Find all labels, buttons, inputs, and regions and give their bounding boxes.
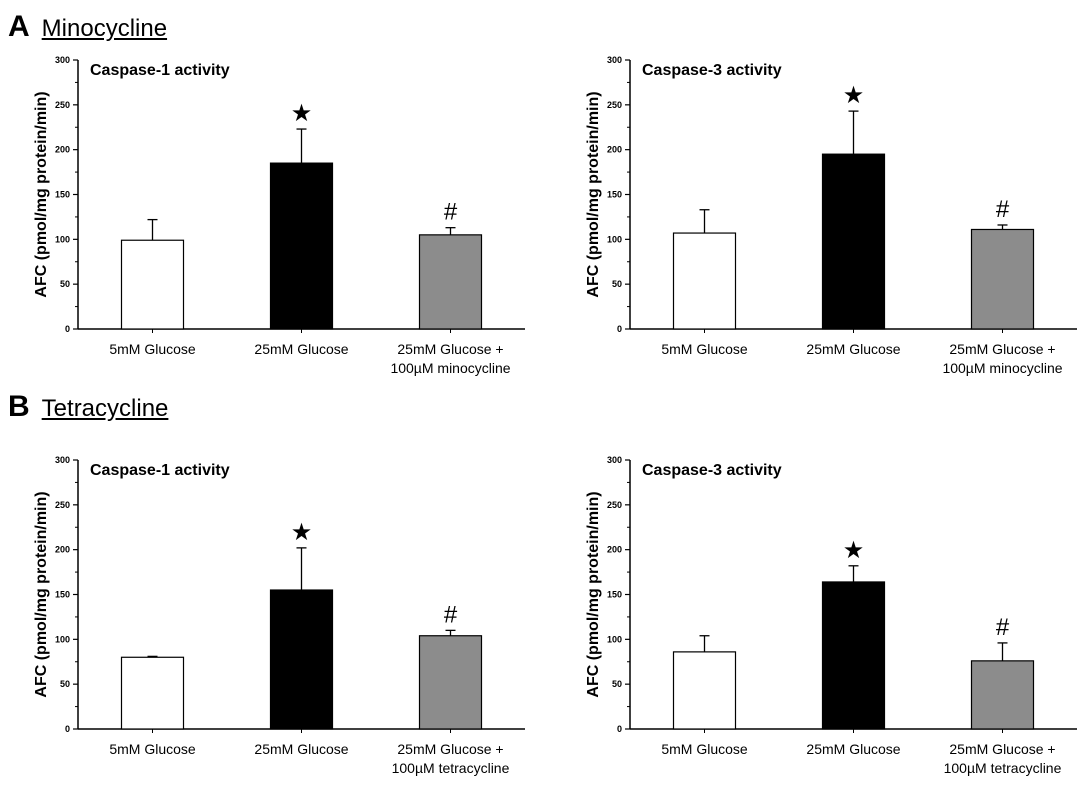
y-tick-label: 250 xyxy=(607,100,622,110)
bar xyxy=(120,656,185,730)
x-category-label: 25mM Glucose xyxy=(254,741,348,757)
chart-title: Caspase-3 activity xyxy=(642,62,782,79)
y-tick-label: 250 xyxy=(607,500,622,510)
y-tick-label: 300 xyxy=(55,455,70,465)
y-tick-label: 100 xyxy=(55,234,70,244)
y-tick-label: 0 xyxy=(65,324,70,334)
y-tick-label: 100 xyxy=(607,634,622,644)
section-a-heading: A Minocycline xyxy=(8,10,167,44)
y-tick-label: 300 xyxy=(55,55,70,65)
y-tick-label: 150 xyxy=(607,190,622,200)
x-category-label: 100µM minocycline xyxy=(942,360,1062,376)
chart-svg: 0 50 100 150 200 250 300 AFC (pmol/mg protein/m… xyxy=(585,55,1077,376)
chart-title: Caspase-1 activity xyxy=(90,462,230,479)
y-tick-label: 0 xyxy=(617,724,622,734)
y-axis-label: AFC (pmol/mg protein/min) xyxy=(33,491,50,697)
hash-annotation: # xyxy=(996,614,1010,641)
chart-panel-tetracycline-caspase3: 0 50 100 150 200 250 300 AFC (pmol/mg protein/m… xyxy=(552,446,1082,786)
x-category-label: 25mM Glucose + xyxy=(949,741,1055,757)
bar xyxy=(418,635,483,730)
y-tick-label: 100 xyxy=(607,234,622,244)
y-tick-label: 50 xyxy=(60,279,70,289)
x-category-label: 25mM Glucose + xyxy=(397,741,503,757)
y-tick-label: 300 xyxy=(607,55,622,65)
y-tick-label: 200 xyxy=(607,145,622,155)
x-category-label: 100µM tetracycline xyxy=(944,760,1062,776)
star-annotation: ★ xyxy=(843,82,865,109)
star-annotation: ★ xyxy=(843,537,865,564)
y-tick-label: 250 xyxy=(55,500,70,510)
y-tick-label: 150 xyxy=(607,590,622,600)
bar xyxy=(821,581,886,730)
chart-svg: 0 50 100 150 200 250 300 AFC (pmol/mg protein/m… xyxy=(585,455,1077,776)
x-category-label: 5mM Glucose xyxy=(109,741,196,757)
y-tick-label: 200 xyxy=(55,545,70,555)
y-tick-label: 50 xyxy=(612,679,622,689)
bar xyxy=(970,660,1035,730)
y-tick-label: 100 xyxy=(55,634,70,644)
chart-panel-tetracycline-caspase1: 0 50 100 150 200 250 300 AFC (pmol/mg protein/m… xyxy=(0,446,530,786)
y-axis-label: AFC (pmol/mg protein/min) xyxy=(585,491,602,697)
x-category-label: 100µM minocycline xyxy=(390,360,510,376)
chart-panel-minocycline-caspase3: 0 50 100 150 200 250 300 AFC (pmol/mg protein/m… xyxy=(552,46,1082,386)
x-category-label: 5mM Glucose xyxy=(661,741,748,757)
y-tick-label: 150 xyxy=(55,190,70,200)
bar xyxy=(672,651,737,730)
x-category-label: 25mM Glucose + xyxy=(949,341,1055,357)
bar xyxy=(120,239,185,330)
chart-svg: 0 50 100 150 200 250 300 AFC (pmol/mg protein/m… xyxy=(33,55,525,376)
x-category-label: 100µM tetracycline xyxy=(392,760,510,776)
y-axis-label: AFC (pmol/mg protein/min) xyxy=(585,91,602,297)
bar xyxy=(269,589,334,730)
bar xyxy=(418,234,483,330)
x-category-label: 5mM Glucose xyxy=(109,341,196,357)
hash-annotation: # xyxy=(444,199,458,226)
y-tick-label: 0 xyxy=(617,324,622,334)
y-tick-label: 200 xyxy=(607,545,622,555)
chart-svg: 0 50 100 150 200 250 300 AFC (pmol/mg protein/m… xyxy=(33,455,525,776)
y-tick-label: 0 xyxy=(65,724,70,734)
section-b-heading: B Tetracycline xyxy=(8,390,168,424)
section-title: Tetracycline xyxy=(41,395,169,422)
section-title: Minocycline xyxy=(41,15,168,42)
bar xyxy=(970,228,1035,330)
chart-title: Caspase-1 activity xyxy=(90,62,230,79)
star-annotation: ★ xyxy=(291,519,313,546)
y-tick-label: 200 xyxy=(55,145,70,155)
x-category-label: 25mM Glucose xyxy=(254,341,348,357)
x-category-label: 25mM Glucose xyxy=(806,341,900,357)
section-letter: B xyxy=(8,390,30,423)
bar xyxy=(672,232,737,330)
chart-panel-minocycline-caspase1: 0 50 100 150 200 250 300 AFC (pmol/mg protein/m… xyxy=(0,46,530,386)
section-letter: A xyxy=(8,10,30,43)
y-axis-label: AFC (pmol/mg protein/min) xyxy=(33,91,50,297)
y-tick-label: 50 xyxy=(612,279,622,289)
hash-annotation: # xyxy=(444,601,458,628)
y-tick-label: 50 xyxy=(60,679,70,689)
y-tick-label: 250 xyxy=(55,100,70,110)
bar xyxy=(821,153,886,330)
x-category-label: 25mM Glucose xyxy=(806,741,900,757)
star-annotation: ★ xyxy=(291,100,313,127)
chart-title: Caspase-3 activity xyxy=(642,462,782,479)
y-tick-label: 150 xyxy=(55,590,70,600)
y-tick-label: 300 xyxy=(607,455,622,465)
hash-annotation: # xyxy=(996,196,1010,223)
bar xyxy=(269,162,334,330)
x-category-label: 5mM Glucose xyxy=(661,341,748,357)
x-category-label: 25mM Glucose + xyxy=(397,341,503,357)
